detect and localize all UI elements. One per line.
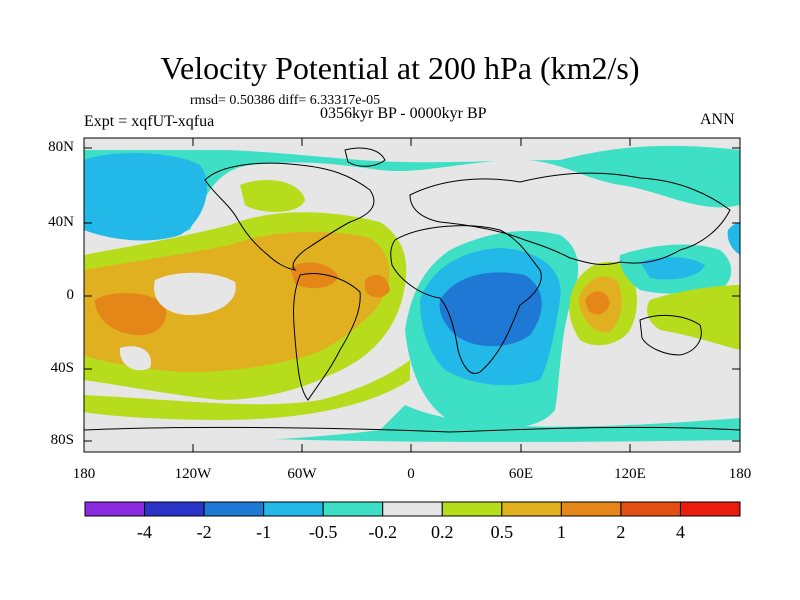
colorbar-segment [84, 501, 146, 517]
antarctic-neutral [84, 432, 740, 452]
colorbar-label: 0.5 [490, 522, 514, 542]
period-label: 0356kyr BP - 0000kyr BP [320, 105, 487, 122]
north-pacific-negative-core [84, 153, 208, 241]
chart-title: Velocity Potential at 200 hPa (km2/s) [160, 50, 640, 86]
south-america-coast [293, 273, 361, 401]
lon-label: 120E [614, 466, 646, 482]
colorbar-segment [382, 501, 443, 517]
africa-negative-core [439, 272, 542, 347]
south-positive-band [84, 360, 410, 420]
lon-label: 60E [508, 466, 534, 482]
north-negative-region [84, 138, 740, 236]
central-pacific-core [95, 293, 167, 335]
stats-line: rmsd= 0.50386 diff= 6.33317e-05 [190, 93, 381, 108]
colorbar-segment [560, 501, 622, 517]
colorbar-segment [263, 501, 324, 517]
colorbar-label: -2 [196, 522, 212, 542]
atlantic-core [365, 274, 390, 298]
colorbar-segment [501, 501, 562, 517]
colorbar-label: 1 [556, 522, 566, 542]
season-label: ANN [700, 111, 735, 128]
colorbar-label: -4 [137, 522, 153, 542]
lon-label: 180 [72, 466, 96, 482]
lon-label: 180 [728, 466, 752, 482]
dateline-positive [647, 285, 740, 350]
lon-label: 120W [174, 466, 212, 482]
arctic-neutral [84, 138, 740, 163]
right-edge-negative [727, 222, 740, 255]
colorbar-segment [203, 501, 265, 517]
colorbar-segment [322, 501, 384, 517]
colorbar-segment [620, 501, 681, 517]
map-frame [83, 137, 741, 453]
north-america-coast [204, 162, 375, 271]
pacific-neutral-patch [154, 272, 236, 315]
europe-neutral [520, 197, 640, 227]
colorbar-segment [144, 501, 205, 517]
colorbar-label: 2 [616, 522, 626, 542]
colorbar-label: -1 [256, 522, 272, 542]
west-pacific-negative-core [640, 257, 705, 280]
colorbar-label: -0.2 [368, 522, 397, 542]
lon-label: 60W [287, 466, 317, 482]
experiment-label: Expt = xqfUT-xqfua [84, 113, 215, 130]
africa-coast [390, 225, 542, 374]
lat-label: 80S [50, 432, 74, 448]
lat-label: 80N [48, 139, 74, 155]
colorbar-label: 0.2 [431, 522, 454, 542]
eurasia-coast [409, 172, 731, 265]
greenland-coast [344, 147, 386, 167]
lon-label: 0 [407, 466, 415, 482]
north-america-positive [240, 180, 305, 212]
colorbar-label: 4 [675, 522, 685, 542]
colorbar-segment [441, 501, 503, 517]
australia-coast [639, 315, 702, 356]
caribbean-core [290, 262, 338, 289]
antarctica-coast [84, 426, 740, 433]
lat-label: 40N [48, 214, 74, 230]
lat-label: 40S [50, 360, 74, 376]
colorbar-label: -0.5 [308, 522, 338, 542]
maritime-positive-core [585, 291, 610, 315]
colorbar-segment [679, 501, 741, 517]
south-pacific-neutral-patch [119, 346, 151, 371]
lat-label: 0 [66, 287, 75, 303]
south-negative-band [84, 405, 740, 452]
